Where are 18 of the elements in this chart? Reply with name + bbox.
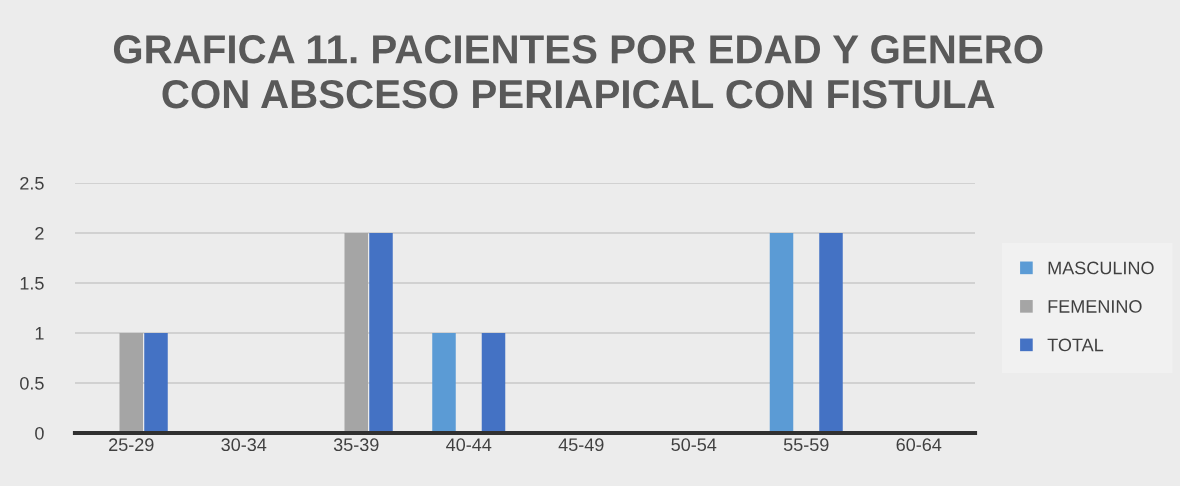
y-tick-label: 1.5 [20, 277, 44, 290]
x-tick-label: 50-54 [671, 438, 717, 452]
x-tick-label: 35-39 [333, 438, 379, 452]
legend-label: MASCULINO [1048, 261, 1154, 275]
x-tick-label: 40-44 [446, 438, 492, 452]
y-tick-label: 0 [35, 426, 44, 440]
legend-label: TOTAL [1047, 338, 1104, 352]
y-tick-label: 1 [35, 327, 44, 340]
x-tick-label: 55-59 [783, 438, 829, 452]
x-tick-label: 25-29 [109, 438, 154, 452]
y-tick-label: 2.5 [20, 176, 44, 190]
y-tick-label: 2 [35, 226, 44, 240]
y-tick-label: 0.5 [20, 376, 44, 390]
x-tick-label: 60-64 [896, 438, 942, 452]
chart-title: GRAFICA 11. PACIENTES POR EDAD Y GENERO CON ABSCESO PERIAPICAL CON FISTULA [113, 35, 1043, 109]
x-tick-label: 30-34 [221, 438, 267, 452]
legend-label: FEMENINO [1048, 300, 1142, 313]
x-tick-label: 45-49 [558, 438, 604, 452]
